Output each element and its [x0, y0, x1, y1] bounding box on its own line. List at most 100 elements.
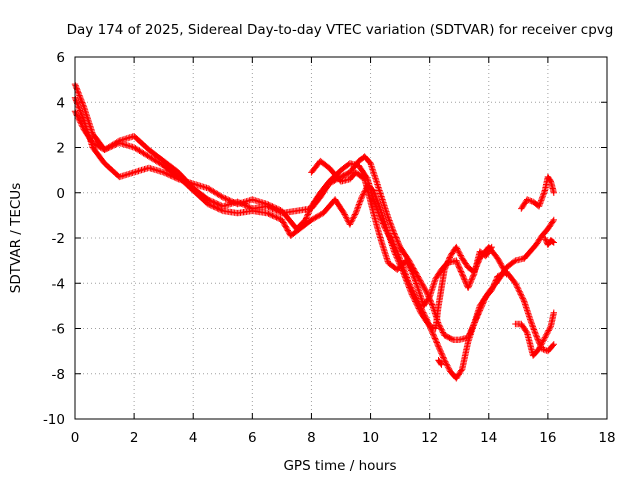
data-point — [393, 232, 396, 235]
y-tick-label: 2 — [56, 141, 65, 157]
series-track-e — [518, 173, 557, 212]
data-point — [443, 334, 446, 337]
y-tick-label: -10 — [43, 412, 65, 428]
data-point — [467, 266, 469, 269]
plot-frame — [74, 56, 608, 420]
data-point — [479, 250, 481, 253]
data-point — [328, 167, 331, 169]
data-point — [378, 205, 381, 208]
data-point — [529, 250, 531, 253]
data-point — [467, 287, 469, 289]
data-point — [431, 305, 434, 307]
data-point — [222, 196, 224, 199]
data-point — [222, 210, 224, 212]
data-point — [207, 198, 209, 201]
data-point — [425, 291, 428, 294]
data-point — [349, 171, 351, 174]
data-point — [298, 228, 301, 230]
data-point — [369, 201, 372, 203]
data-point — [322, 212, 325, 214]
data-point — [520, 323, 523, 325]
data-point — [372, 189, 375, 192]
data-point — [544, 336, 546, 339]
data-point — [266, 203, 268, 205]
series-track-g — [512, 309, 557, 359]
data-point — [520, 207, 523, 210]
data-point — [133, 146, 135, 149]
y-tick-label: -8 — [52, 367, 65, 383]
data-point — [461, 368, 464, 371]
data-point — [83, 106, 85, 108]
data-point — [411, 271, 413, 273]
data-point — [148, 149, 150, 151]
data-point — [340, 180, 342, 183]
data-point — [384, 223, 387, 226]
data-point — [496, 280, 499, 282]
data-point — [340, 169, 342, 171]
y-tick-label: 4 — [56, 95, 65, 111]
data-point — [396, 268, 399, 271]
data-point — [281, 219, 283, 221]
data-point — [553, 241, 555, 244]
data-point — [236, 212, 239, 214]
data-point — [467, 341, 469, 343]
data-point — [162, 171, 165, 174]
data-point — [532, 201, 534, 203]
data-point — [405, 259, 407, 262]
data-point — [118, 176, 121, 178]
data-point — [91, 133, 94, 135]
data-point — [381, 198, 384, 201]
data-point — [290, 234, 292, 237]
x-tick-label: 8 — [307, 430, 316, 446]
data-point — [514, 259, 517, 262]
data-point — [434, 277, 437, 280]
data-point — [349, 162, 351, 165]
data-point — [148, 167, 150, 169]
data-point — [295, 210, 298, 212]
data-point — [544, 189, 546, 192]
data-point — [349, 223, 351, 226]
data-point — [133, 171, 135, 174]
x-tick-label: 6 — [248, 430, 257, 446]
data-point — [496, 257, 499, 260]
x-tick-label: 12 — [421, 430, 438, 446]
x-axis-label: GPS time / hours — [283, 458, 396, 474]
data-point — [83, 128, 85, 131]
data-point — [538, 205, 540, 208]
data-point — [399, 246, 401, 248]
data-point — [452, 339, 455, 341]
data-point — [461, 257, 464, 260]
data-point — [553, 192, 555, 194]
data-point — [417, 275, 419, 278]
data-point — [319, 160, 322, 162]
data-point — [360, 196, 363, 199]
data-point — [177, 176, 180, 178]
x-tick-label: 4 — [189, 430, 198, 446]
x-tick-label: 14 — [480, 430, 497, 446]
data-point — [417, 287, 419, 289]
data-point — [251, 210, 254, 212]
x-tick-label: 16 — [539, 430, 556, 446]
data-point — [473, 323, 475, 325]
data-point — [192, 189, 194, 192]
data-point — [532, 354, 534, 357]
data-point — [222, 205, 224, 208]
data-point — [434, 327, 437, 330]
data-point — [449, 370, 452, 373]
data-point — [162, 164, 165, 167]
data-point — [523, 257, 525, 260]
data-point — [304, 219, 307, 221]
data-point — [310, 171, 313, 174]
data-point — [553, 343, 555, 346]
data-point — [547, 228, 549, 230]
data-point — [423, 305, 425, 307]
data-point — [550, 325, 552, 328]
data-point — [526, 332, 528, 334]
data-point — [526, 198, 528, 201]
data-point — [281, 210, 283, 212]
data-point — [310, 219, 313, 221]
data-point — [538, 348, 540, 350]
series-track-d — [308, 157, 495, 310]
data-point — [505, 273, 508, 276]
